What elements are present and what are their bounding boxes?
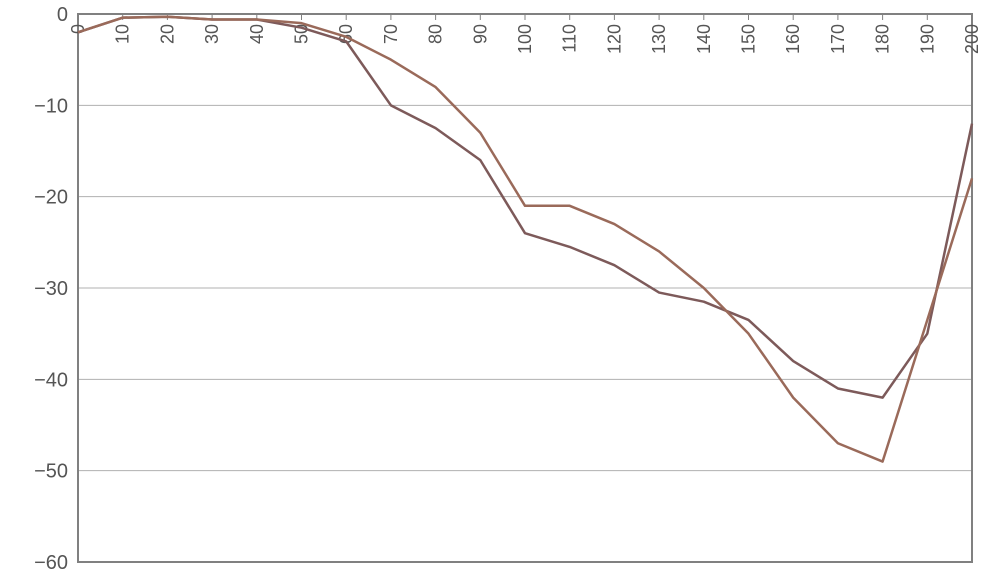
x-tick-label: 10	[113, 24, 133, 44]
y-tick-label: −50	[34, 461, 68, 483]
x-tick-label: 200	[962, 24, 982, 54]
x-tick-label: 130	[649, 24, 669, 54]
y-tick-label: −30	[34, 278, 68, 300]
series-line-series-2	[78, 17, 972, 462]
y-tick-label: −10	[34, 95, 68, 117]
x-tick-label: 160	[783, 24, 803, 54]
y-tick-label: 0	[57, 4, 68, 26]
y-tick-label: −60	[34, 552, 68, 574]
x-tick-label: 20	[157, 24, 177, 44]
x-tick-label: 140	[694, 24, 714, 54]
x-tick-label: 150	[739, 24, 759, 54]
x-tick-label: 30	[202, 24, 222, 44]
x-tick-label: 180	[873, 24, 893, 54]
x-tick-label: 110	[560, 24, 580, 53]
line-chart: 0102030405060708090100110120130140150160…	[0, 0, 1000, 576]
y-tick-label: −40	[34, 369, 68, 391]
series-line-series-1	[78, 17, 972, 398]
x-tick-label: 80	[426, 24, 446, 44]
x-tick-label: 100	[515, 24, 535, 54]
y-tick-label: −20	[34, 187, 68, 209]
x-tick-label: 170	[828, 24, 848, 54]
x-tick-label: 190	[917, 24, 937, 54]
x-tick-label: 40	[247, 24, 267, 44]
chart-svg: 0102030405060708090100110120130140150160…	[0, 0, 1000, 576]
x-tick-label: 120	[604, 24, 624, 54]
x-tick-label: 90	[470, 24, 490, 44]
x-tick-label: 70	[381, 24, 401, 44]
